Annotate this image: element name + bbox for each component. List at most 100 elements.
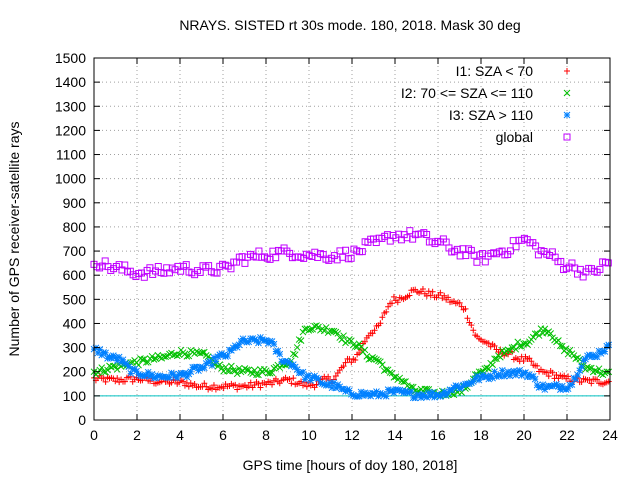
data-point xyxy=(485,375,493,383)
data-point xyxy=(531,330,539,338)
data-point xyxy=(551,381,558,389)
data-point xyxy=(351,343,359,350)
data-point xyxy=(456,299,463,306)
data-point xyxy=(563,89,571,97)
data-point xyxy=(243,366,251,374)
data-point xyxy=(330,327,338,335)
data-point xyxy=(125,363,133,371)
data-point xyxy=(564,68,570,74)
chart-title: NRAYS. SISTED rt 30s mode. 180, 2018. Ma… xyxy=(179,17,520,33)
data-point xyxy=(417,394,425,402)
data-point xyxy=(485,340,492,347)
data-point xyxy=(297,337,305,345)
data-point xyxy=(572,375,580,383)
data-point xyxy=(94,349,102,357)
data-point xyxy=(495,371,502,379)
data-point xyxy=(582,355,589,363)
data-point xyxy=(232,381,239,388)
data-point xyxy=(135,371,142,378)
data-point xyxy=(545,373,552,380)
data-point xyxy=(382,392,390,400)
data-point xyxy=(516,342,524,350)
legend-label-2: I2: 70 <= SZA <= 110 xyxy=(401,85,533,101)
data-point xyxy=(419,286,426,293)
y-tick-label: 1100 xyxy=(56,147,86,163)
data-point xyxy=(313,374,320,382)
data-point xyxy=(334,330,342,337)
plot-frame xyxy=(93,57,611,421)
data-point xyxy=(380,391,388,399)
data-point xyxy=(535,332,543,339)
data-point xyxy=(123,360,131,368)
data-point xyxy=(289,350,297,358)
data-point xyxy=(293,344,301,351)
data-point xyxy=(489,374,496,382)
data-point xyxy=(591,367,599,375)
data-point xyxy=(108,354,115,362)
data-point xyxy=(201,380,208,387)
data-point xyxy=(210,354,218,361)
data-point xyxy=(557,257,565,265)
data-point xyxy=(212,358,220,365)
data-point xyxy=(317,379,324,387)
data-point xyxy=(425,288,432,295)
y-axis-label: Number of GPS receiver-satellite rays xyxy=(6,122,22,357)
data-point xyxy=(601,348,609,355)
data-point xyxy=(342,246,350,254)
data-point xyxy=(576,367,584,374)
x-tick-label: 16 xyxy=(430,427,446,443)
data-point xyxy=(140,372,148,380)
data-point xyxy=(196,268,204,276)
data-point xyxy=(491,368,498,375)
y-tick-label: 1000 xyxy=(55,171,86,187)
data-point xyxy=(377,358,384,366)
data-point xyxy=(253,371,260,379)
data-point xyxy=(280,358,287,366)
data-point xyxy=(234,386,241,393)
data-point xyxy=(491,342,498,349)
data-point xyxy=(386,387,394,395)
data-point xyxy=(371,327,378,334)
data-point xyxy=(458,303,465,310)
data-point xyxy=(209,385,216,392)
data-point xyxy=(140,273,148,281)
data-point xyxy=(148,371,156,378)
x-tick-label: 8 xyxy=(262,427,270,443)
y-tick-label: 1300 xyxy=(55,98,86,114)
data-point xyxy=(249,335,257,342)
data-point xyxy=(518,343,525,350)
data-point xyxy=(365,356,373,363)
data-point xyxy=(233,370,241,378)
data-point xyxy=(197,349,204,357)
legend: I1: SZA < 70 I2: 70 <= SZA <= 110 I3: SZA … xyxy=(401,63,571,145)
data-point xyxy=(367,392,375,400)
data-point xyxy=(481,373,489,381)
data-point xyxy=(469,378,477,385)
data-point xyxy=(315,375,322,383)
data-point xyxy=(311,322,318,330)
data-point xyxy=(375,392,382,400)
data-point xyxy=(299,368,307,376)
data-point xyxy=(470,327,477,334)
data-point xyxy=(594,376,601,383)
data-point xyxy=(597,370,605,378)
data-point xyxy=(475,376,483,384)
data-point xyxy=(245,338,253,346)
data-point xyxy=(127,370,135,377)
data-point xyxy=(320,381,328,388)
data-point xyxy=(587,364,595,372)
data-point xyxy=(330,379,338,387)
data-point xyxy=(206,357,214,365)
data-point xyxy=(512,371,520,379)
data-point xyxy=(227,265,235,273)
x-tick-label: 0 xyxy=(90,427,98,443)
data-point xyxy=(320,327,328,335)
legend-label-3: I3: SZA > 110 xyxy=(449,107,533,123)
data-point xyxy=(183,352,191,360)
data-point xyxy=(328,384,336,392)
data-point xyxy=(584,363,591,371)
data-point xyxy=(228,362,235,370)
data-point xyxy=(144,368,152,376)
data-point xyxy=(102,378,109,385)
data-point xyxy=(342,359,349,366)
